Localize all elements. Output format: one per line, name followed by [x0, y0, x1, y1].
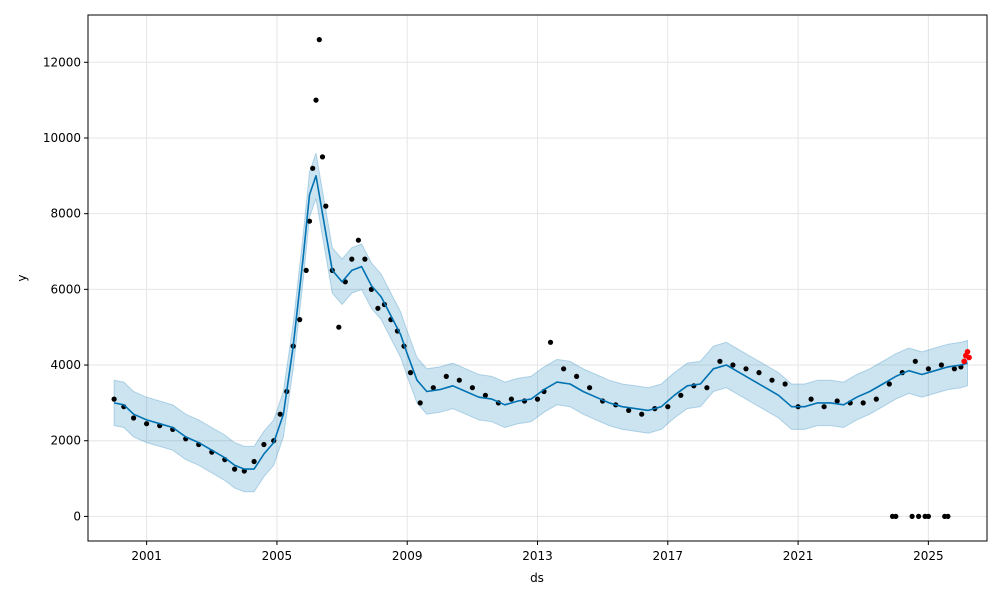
- x-tick-label: 2009: [392, 549, 423, 563]
- observed-point: [626, 407, 632, 413]
- y-axis-label: y: [15, 274, 29, 281]
- x-tick-label: 2021: [783, 549, 814, 563]
- observed-point: [860, 400, 866, 406]
- observed-point: [430, 385, 436, 391]
- observed-point: [925, 366, 932, 372]
- forecast-line-layer: [113, 175, 968, 470]
- observed-point: [349, 256, 355, 262]
- observed-point: [808, 396, 814, 402]
- observed-point: [323, 203, 329, 209]
- observed-point: [303, 267, 309, 273]
- observed-point: [769, 377, 775, 383]
- observed-point: [834, 398, 840, 404]
- x-tick-label: 2017: [653, 549, 684, 563]
- observed-point: [443, 373, 449, 379]
- x-tick-label: 2005: [262, 549, 293, 563]
- grid-lines: [88, 15, 987, 541]
- observed-point: [355, 237, 361, 243]
- observed-point: [574, 373, 580, 379]
- observed-point: [482, 392, 488, 398]
- observed-point: [909, 513, 915, 520]
- observed-point: [717, 358, 723, 364]
- observed-point: [534, 396, 541, 402]
- x-tick-label: 2025: [913, 549, 944, 563]
- observed-point: [821, 404, 827, 410]
- observed-point: [251, 458, 257, 465]
- x-axis-label: ds: [530, 571, 544, 585]
- observed-point: [407, 370, 414, 376]
- observed-point: [704, 385, 710, 391]
- observed-point: [743, 366, 749, 372]
- observed-point: [886, 381, 892, 387]
- observed-point: [131, 415, 137, 421]
- y-tick-label: 2000: [50, 434, 81, 448]
- observed-point: [508, 396, 514, 402]
- forecast-point: [966, 354, 972, 361]
- y-tick-label: 10000: [43, 131, 81, 145]
- y-tick-label: 6000: [50, 282, 81, 296]
- forecast-points-layer: [961, 349, 972, 365]
- observed-point: [547, 339, 554, 345]
- forecast-point: [961, 358, 967, 365]
- observed-point: [144, 421, 150, 427]
- observed-point: [639, 411, 645, 417]
- observed-point: [938, 362, 945, 368]
- observed-point: [756, 370, 762, 376]
- observed-point: [945, 513, 951, 520]
- observed-point: [469, 385, 475, 391]
- observed-point: [925, 513, 932, 520]
- observed-point: [730, 362, 736, 368]
- y-tick-label: 12000: [43, 55, 81, 69]
- x-tick-label: 2013: [522, 549, 553, 563]
- observed-point: [306, 218, 313, 224]
- observed-point: [912, 358, 918, 364]
- observed-point: [951, 366, 958, 372]
- observed-point: [277, 411, 283, 417]
- observed-point: [678, 392, 684, 398]
- y-tick-label: 0: [73, 509, 81, 523]
- observed-point: [310, 165, 316, 171]
- observed-point: [665, 404, 671, 410]
- observed-point: [362, 256, 368, 262]
- observed-point: [873, 396, 879, 402]
- observed-point: [456, 377, 462, 383]
- y-axis: 0 2000 4000 6000 8000 10000 12000: [43, 55, 88, 523]
- observed-point: [561, 366, 567, 372]
- observed-point: [297, 317, 303, 323]
- observed-point: [336, 324, 342, 330]
- observed-point: [587, 385, 593, 391]
- observed-point: [782, 381, 788, 387]
- observed-point: [893, 513, 899, 520]
- y-tick-label: 4000: [50, 358, 81, 372]
- observed-point: [261, 441, 267, 448]
- x-axis: 2001 2005 2009 2013 2017 2021 2025: [131, 541, 944, 563]
- forecast-line: [113, 175, 968, 470]
- y-tick-label: 8000: [50, 207, 81, 221]
- observed-point: [232, 466, 238, 472]
- observed-point: [111, 396, 117, 402]
- x-tick-label: 2001: [131, 549, 162, 563]
- observed-point: [319, 154, 326, 160]
- observed-point: [916, 513, 922, 520]
- observed-point: [417, 400, 423, 406]
- observed-point: [313, 97, 319, 103]
- forecast-point: [964, 349, 971, 355]
- observed-point: [375, 305, 381, 311]
- observed-point: [316, 37, 322, 43]
